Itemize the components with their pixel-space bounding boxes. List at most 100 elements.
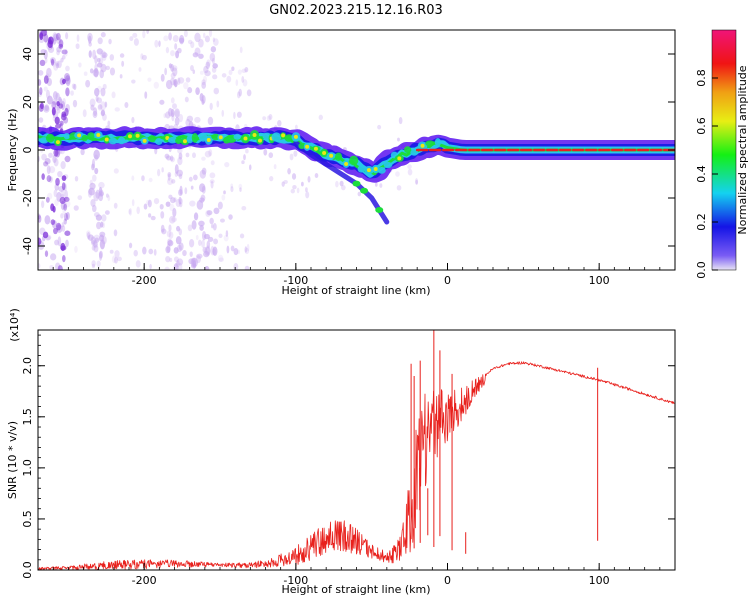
spectrogram-speckle <box>160 211 165 219</box>
spectrogram-speckle <box>154 39 159 48</box>
spectrogram-speckle <box>143 203 148 210</box>
spectrogram-speckle <box>167 239 174 247</box>
spectrogram-speckle <box>212 37 216 42</box>
spectrogram-speckle <box>94 167 99 175</box>
spectrogram-speckle <box>158 40 161 48</box>
spectrogram-speckle <box>206 240 211 249</box>
spectrogram-speckle <box>148 248 154 255</box>
spectrogram-speckle <box>101 214 107 222</box>
spectrogram-blob <box>410 149 419 156</box>
spectrogram-speckle <box>128 208 132 216</box>
spectrogram-speckle <box>64 212 68 221</box>
spectrogram-speckle <box>182 249 187 257</box>
spectrogram-speckle <box>49 40 54 49</box>
spectrogram-speckle <box>102 113 107 121</box>
spectrogram-blob <box>148 135 157 143</box>
spectrogram-speckle <box>194 116 201 123</box>
spectrogram-speckle <box>42 231 49 239</box>
spectrogram-speckle <box>57 60 62 69</box>
spectrogram-speckle <box>178 262 183 270</box>
spectrogram-speckle <box>39 59 46 67</box>
spectrogram-speckle <box>396 185 402 191</box>
spectrogram-speckle <box>60 57 64 63</box>
spectrogram-speckle <box>179 185 183 195</box>
spectrogram-speckle <box>173 247 179 254</box>
spectrogram-speckle <box>189 200 196 207</box>
spectrogram-speckle <box>209 52 216 62</box>
spectrogram-blob <box>284 134 294 142</box>
spectrogram-speckle <box>91 158 96 169</box>
spectrogram-speckle <box>244 246 248 253</box>
spectrogram-speckle <box>64 230 71 236</box>
spectrogram-blob <box>357 165 365 173</box>
spectrogram-speckle <box>63 203 68 211</box>
spectrogram-speckle <box>91 260 96 267</box>
spectrogram-speckle <box>244 247 250 255</box>
spectrogram-blob <box>55 140 60 145</box>
spectrogram-speckle <box>415 179 418 185</box>
spectrogram-speckle <box>192 69 196 75</box>
spectrogram-speckle <box>239 187 242 192</box>
spectrogram-speckle <box>46 165 51 175</box>
spectrogram-speckle <box>43 104 48 111</box>
spectrogram-speckle <box>177 77 181 86</box>
spectrogram-speckle <box>104 210 110 215</box>
spectrogram-speckle <box>61 78 66 85</box>
spectrogram-speckle <box>59 120 64 126</box>
spectrogram-speckle <box>195 235 199 241</box>
spectrogram-blob <box>281 133 286 138</box>
spectrogram-speckle <box>62 255 66 263</box>
spectrogram-blob <box>344 161 349 166</box>
spectrogram-speckle <box>273 164 277 170</box>
spectrogram-speckle <box>183 82 189 90</box>
spectrogram-speckle <box>102 83 107 90</box>
spectrogram-speckle <box>169 215 176 224</box>
spectrogram-blob <box>404 146 412 154</box>
colorbar-tick-label: 0.8 <box>695 69 708 87</box>
spectrogram-speckle <box>52 154 57 164</box>
spectrogram-speckle <box>95 214 102 221</box>
spectrogram-speckle <box>192 152 196 159</box>
spectrogram-speckle <box>208 149 213 157</box>
spectrogram-speckle <box>85 79 91 88</box>
spectrogram-speckle <box>183 30 188 38</box>
spectrogram-speckle <box>89 179 93 185</box>
spectrogram-x-tick-label: -100 <box>283 274 308 287</box>
spectrogram-blob <box>108 137 118 145</box>
spectrogram-speckle <box>55 123 61 129</box>
spectrogram-speckle <box>93 191 100 202</box>
spectrogram-speckle <box>165 79 173 90</box>
spectrogram-speckle <box>237 69 242 75</box>
spectrogram-speckle <box>57 170 63 178</box>
spectrogram-speckle <box>190 185 194 190</box>
spectrogram-speckle <box>224 161 230 168</box>
spectrogram-speckle <box>318 114 323 121</box>
spectrogram-speckle <box>397 137 400 142</box>
spectrogram-speckle <box>48 176 53 183</box>
spectrogram-haze <box>38 30 419 270</box>
spectrogram-speckle <box>178 37 185 43</box>
spectrogram-speckle <box>177 47 182 54</box>
spectrogram-speckle <box>201 99 205 105</box>
spectrogram-speckle <box>168 231 174 239</box>
spectrogram-speckle <box>148 213 152 218</box>
spectrogram-speckle <box>210 245 215 256</box>
spectrogram-speckle <box>119 53 125 58</box>
spectrogram-speckle <box>177 156 183 166</box>
spectrogram-speckle <box>43 105 50 113</box>
spectrogram-speckle <box>145 199 150 206</box>
spectrogram-speckle <box>40 48 47 55</box>
spectrogram-speckle <box>235 79 239 87</box>
spectrogram-speckle <box>289 153 294 161</box>
spectrogram-speckle <box>43 161 49 167</box>
spectrogram-speckle <box>225 230 229 238</box>
spectrogram-speckle <box>242 79 248 87</box>
spectrogram-speckle <box>121 60 125 67</box>
colorbar-tick-label: 0.6 <box>695 117 708 135</box>
spectrogram-speckle <box>114 256 118 264</box>
spectrogram-speckle <box>187 39 193 45</box>
spectrogram-speckle <box>262 116 267 121</box>
spectrogram-speckle <box>210 46 217 53</box>
spectrogram-speckle <box>174 110 180 117</box>
